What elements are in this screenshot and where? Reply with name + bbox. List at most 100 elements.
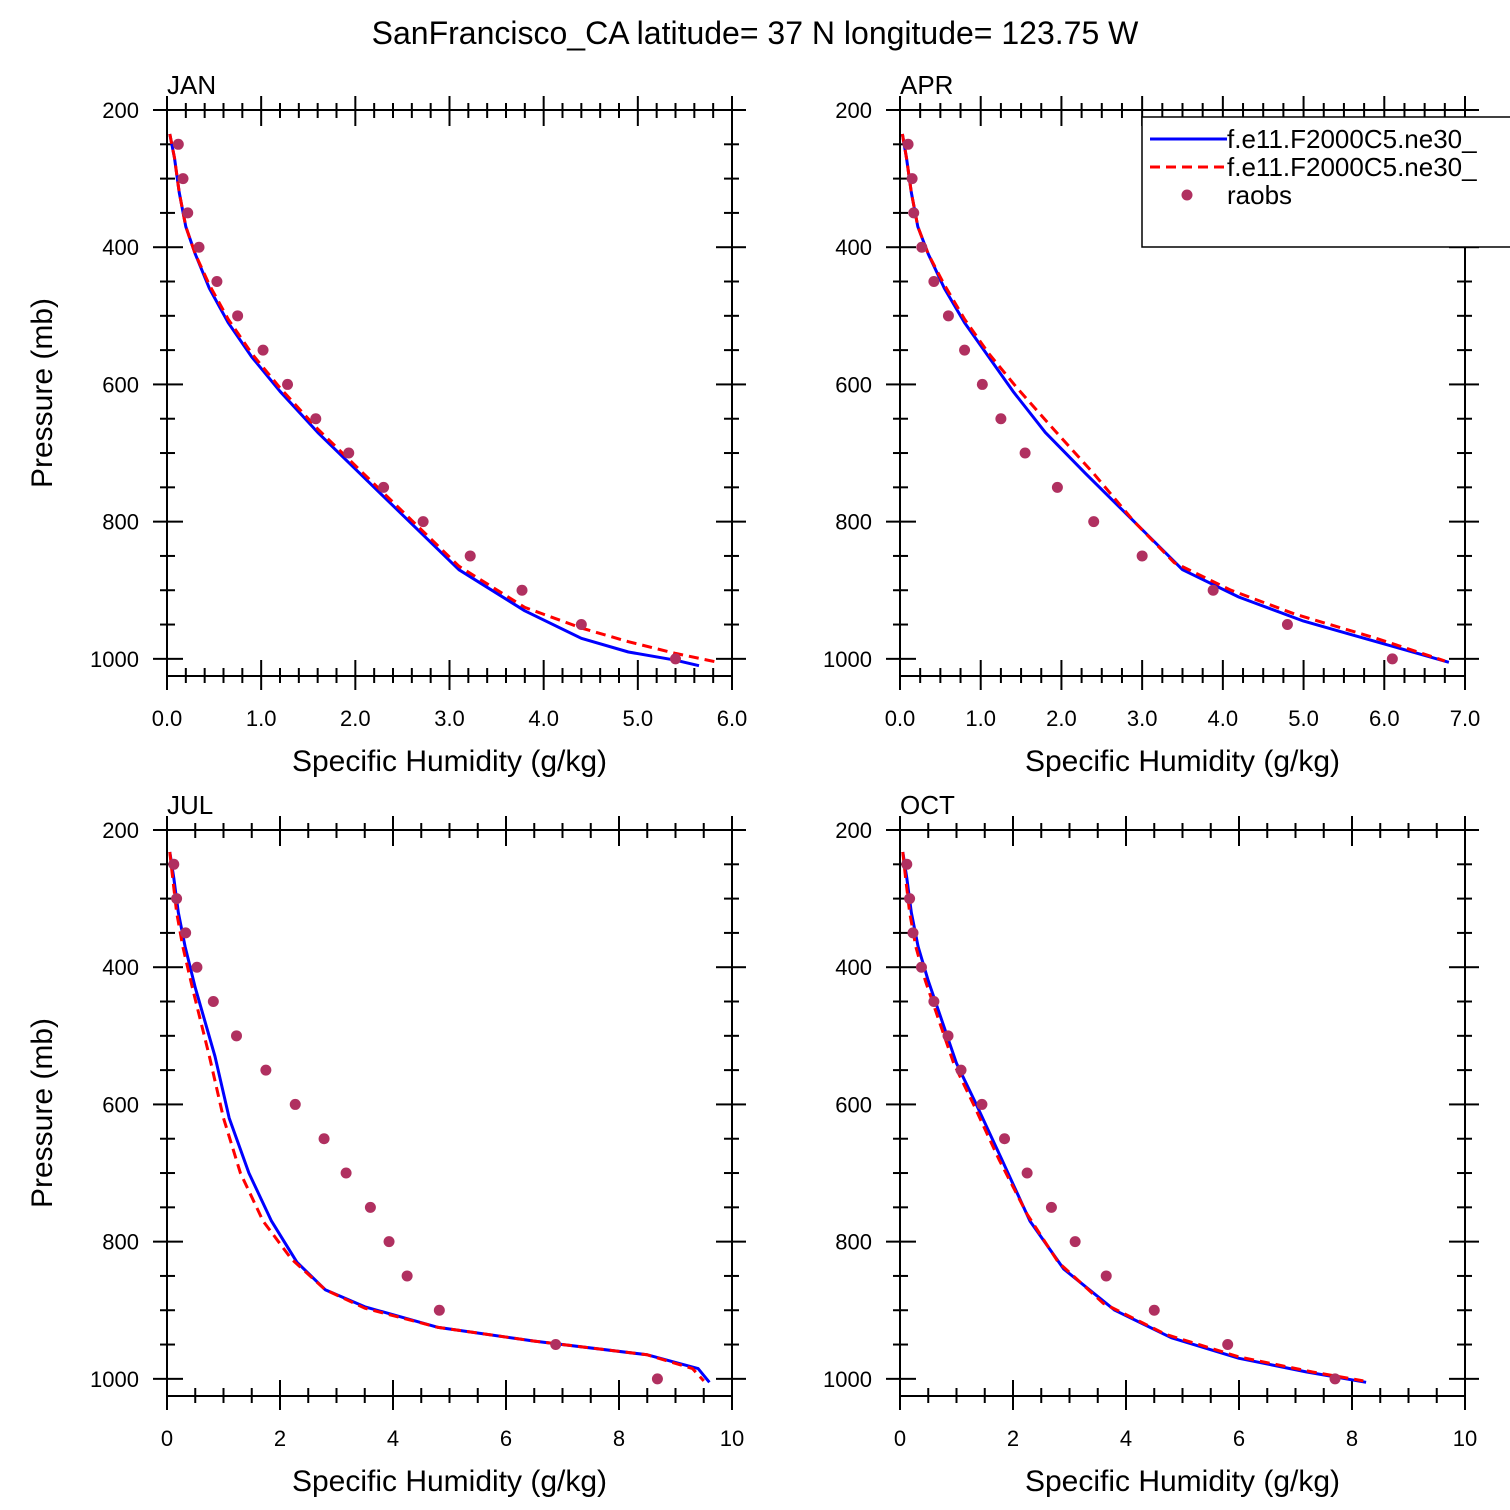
x-tick-label: 2.0: [340, 706, 371, 731]
plot-frame: [166, 829, 733, 1397]
series-line-solid: [168, 133, 700, 668]
series-group: [168, 133, 719, 668]
series-line-dashed: [168, 133, 719, 664]
x-tick-label: 8: [1346, 1426, 1358, 1451]
raobs-point: [928, 996, 940, 1008]
raobs-point: [904, 893, 916, 905]
x-tick-label: 1.0: [965, 706, 996, 731]
raobs-point: [1386, 653, 1398, 665]
y-tick-label: 800: [835, 1230, 872, 1255]
panel-oct: OCT 0 2 4 6 8 10 200 400 600 800 1000 Specific Humid…: [823, 790, 1479, 1498]
legend-marker-raobs: [1181, 189, 1193, 201]
series-line-dashed: [901, 851, 1364, 1383]
x-tick-label: 0: [894, 1426, 906, 1451]
x-tick-label: 10: [1453, 1426, 1477, 1451]
raobs-point: [976, 1098, 988, 1110]
raobs-point: [1207, 584, 1219, 596]
raobs-point: [1019, 447, 1031, 459]
y-tick-label: 400: [835, 955, 872, 980]
panel-title: OCT: [900, 790, 955, 820]
y-tick-label: 800: [835, 510, 872, 535]
x-tick-label: 0.0: [885, 706, 916, 731]
raobs-point: [516, 584, 528, 596]
raobs-point: [289, 1098, 301, 1110]
x-tick-label: 2: [1007, 1426, 1019, 1451]
raobs-point: [1222, 1339, 1234, 1351]
raobs-point: [995, 413, 1007, 425]
raobs-point: [959, 344, 971, 356]
raobs-point: [942, 1030, 954, 1042]
y-tick-label: 400: [102, 235, 139, 260]
raobs-point: [1051, 481, 1063, 493]
x-tick-label: 2: [274, 1426, 286, 1451]
x-tick-label: 6: [500, 1426, 512, 1451]
x-tick-label: 5.0: [623, 706, 654, 731]
raobs-point: [193, 241, 205, 253]
raobs-point: [168, 858, 180, 870]
x-tick-label: 10: [720, 1426, 744, 1451]
y-tick-label: 600: [102, 372, 139, 397]
y-tick-label: 400: [835, 235, 872, 260]
series-line-solid: [168, 851, 711, 1384]
x-tick-label: 5.0: [1288, 706, 1319, 731]
raobs-point: [180, 927, 192, 939]
raobs-point: [464, 550, 476, 562]
y-tick-label: 600: [835, 372, 872, 397]
x-tick-label: 3.0: [434, 706, 465, 731]
raobs-point: [999, 1133, 1011, 1145]
y-tick-label: 800: [102, 1230, 139, 1255]
series-group: [900, 133, 1450, 665]
raobs-point: [1021, 1167, 1033, 1179]
y-axis-label: Pressure (mb): [26, 298, 59, 488]
panel-title: JUL: [167, 790, 213, 820]
raobs-point: [232, 310, 244, 322]
raobs-point: [401, 1270, 413, 1282]
y-tick-label: 1000: [823, 1367, 872, 1392]
x-axis-label: Specific Humidity (g/kg): [1025, 745, 1340, 778]
x-tick-label: 2.0: [1046, 706, 1077, 731]
raobs-point: [191, 961, 203, 973]
raobs-point: [417, 516, 429, 528]
x-axis-label: Specific Humidity (g/kg): [292, 745, 607, 778]
raobs-point: [1069, 1236, 1081, 1248]
series-group: [901, 851, 1367, 1385]
raobs-point: [257, 344, 269, 356]
legend: f.e11.F2000C5.ne30_f.e11.F2000C5.ne30_ra…: [1141, 116, 1510, 248]
x-tick-label: 6.0: [1369, 706, 1400, 731]
x-axis-label: Specific Humidity (g/kg): [1025, 1465, 1340, 1498]
raobs-point: [928, 276, 940, 288]
raobs-point: [1088, 516, 1100, 528]
raobs-point: [976, 378, 988, 390]
x-tick-label: 6.0: [717, 706, 748, 731]
y-tick-label: 200: [835, 98, 872, 123]
raobs-point: [1100, 1270, 1112, 1282]
plot-frame: [166, 109, 733, 677]
raobs-point: [915, 961, 927, 973]
raobs-point: [318, 1133, 330, 1145]
legend-label: raobs: [1227, 180, 1292, 210]
raobs-point: [260, 1064, 272, 1076]
x-tick-label: 0.0: [152, 706, 183, 731]
raobs-point: [343, 447, 355, 459]
chart-title: SanFrancisco_CA latitude= 37 N longitude…: [372, 15, 1140, 51]
x-tick-label: 4: [1120, 1426, 1132, 1451]
legend-label: f.e11.F2000C5.ne30_: [1227, 152, 1477, 182]
legend-label: f.e11.F2000C5.ne30_: [1227, 124, 1477, 154]
raobs-point: [310, 413, 322, 425]
y-tick-label: 200: [835, 818, 872, 843]
raobs-point: [182, 207, 194, 219]
raobs-point: [902, 138, 914, 150]
x-tick-label: 0: [161, 1426, 173, 1451]
raobs-point: [340, 1167, 352, 1179]
x-tick-label: 1.0: [246, 706, 277, 731]
x-axis-label: Specific Humidity (g/kg): [292, 1465, 607, 1498]
x-tick-label: 8: [613, 1426, 625, 1451]
y-tick-label: 200: [102, 818, 139, 843]
y-tick-label: 800: [102, 510, 139, 535]
raobs-point: [942, 310, 954, 322]
raobs-point: [907, 927, 919, 939]
raobs-point: [177, 173, 189, 185]
raobs-point: [171, 893, 183, 905]
